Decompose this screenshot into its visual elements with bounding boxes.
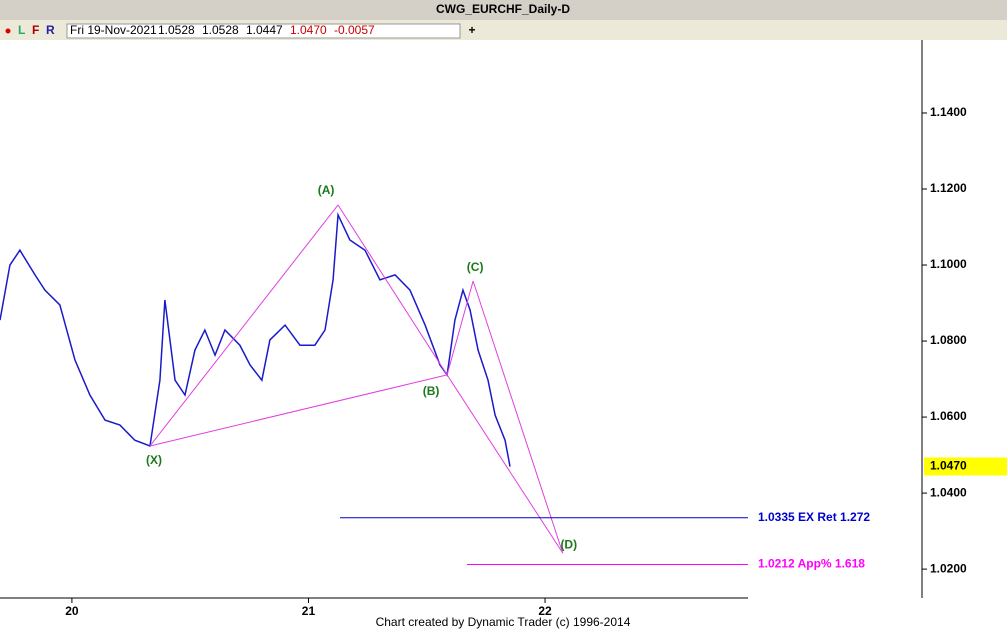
pattern-line (149, 374, 448, 447)
info-close: 1.0470 (290, 23, 327, 37)
y-tick-label: 1.0200 (930, 561, 967, 575)
toolbar-button[interactable]: L (18, 23, 25, 37)
y-tick-label: 1.0600 (930, 409, 967, 423)
info-box (66, 23, 461, 39)
window-title: CWG_EURCHF_Daily-D (436, 2, 570, 16)
pattern-label: (C) (467, 260, 484, 274)
x-tick-label: 21 (302, 604, 316, 618)
info-change: -0.0057 (334, 23, 375, 37)
toolbar-button[interactable]: F (32, 23, 39, 37)
pattern-label: (A) (318, 183, 335, 197)
pattern-label: (B) (423, 384, 440, 398)
last-price-box (924, 457, 1007, 476)
level-label: 1.0335 EX Ret 1.272 (758, 510, 870, 524)
y-tick-label: 1.1000 (930, 257, 967, 271)
pattern-line (446, 374, 564, 554)
title-bar (0, 0, 1007, 20)
footer: Chart created by Dynamic Trader (c) 1996… (376, 615, 631, 629)
x-tick-label: 20 (65, 604, 79, 618)
level-label: 1.0212 App% 1.618 (758, 557, 865, 571)
x-tick-label: 22 (538, 604, 552, 618)
pattern-label: (X) (146, 453, 162, 467)
y-tick-label: 1.1200 (930, 181, 967, 195)
info-low: 1.0447 (246, 23, 283, 37)
pattern-line (337, 204, 448, 376)
info-high: 1.0528 (202, 23, 239, 37)
pattern-line (472, 280, 564, 554)
add-button[interactable]: + (468, 23, 475, 37)
pattern-line (446, 280, 474, 376)
info-open: 1.0528 (158, 23, 195, 37)
toolbar-button[interactable]: R (46, 23, 55, 37)
y-tick-label: 1.1400 (930, 105, 967, 119)
last-price-label: 1.0470 (930, 459, 967, 473)
status-dot (5, 28, 11, 34)
y-tick-label: 1.0800 (930, 333, 967, 347)
y-tick-label: 1.0400 (930, 485, 967, 499)
pattern-line (149, 204, 339, 447)
info-date: Fri 19-Nov-2021 (70, 23, 157, 37)
price-line (0, 211, 511, 467)
pattern-label: (D) (560, 537, 577, 551)
